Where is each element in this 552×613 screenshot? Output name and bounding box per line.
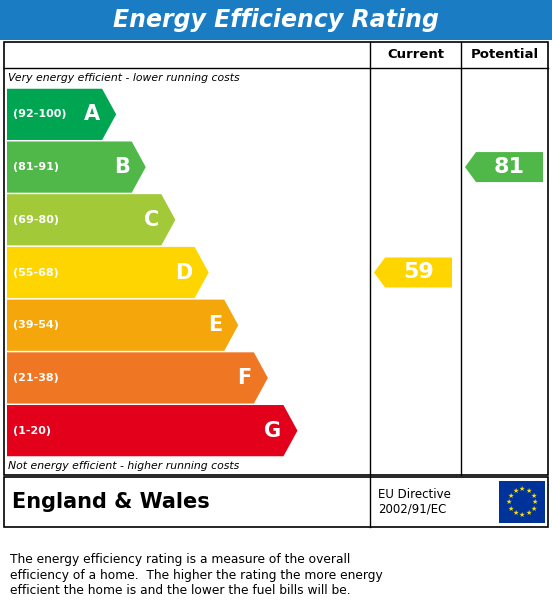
- Text: ★: ★: [530, 506, 537, 511]
- Text: (55-68): (55-68): [13, 267, 59, 278]
- Polygon shape: [7, 405, 298, 456]
- Text: England & Wales: England & Wales: [12, 492, 210, 512]
- Text: (21-38): (21-38): [13, 373, 59, 383]
- Text: D: D: [176, 262, 193, 283]
- Bar: [4, 477, 548, 527]
- Text: efficient the home is and the lower the fuel bills will be.: efficient the home is and the lower the …: [10, 585, 351, 598]
- Bar: [0, 0, 552, 40]
- Text: ★: ★: [519, 486, 525, 492]
- Polygon shape: [7, 142, 146, 192]
- Text: efficiency of a home.  The higher the rating the more energy: efficiency of a home. The higher the rat…: [10, 569, 383, 582]
- Text: A: A: [84, 104, 100, 124]
- Text: ★: ★: [532, 499, 538, 505]
- Text: C: C: [144, 210, 160, 230]
- Text: ★: ★: [526, 488, 532, 493]
- Text: Current: Current: [387, 48, 444, 61]
- Bar: [4, 42, 548, 475]
- Text: (1-20): (1-20): [13, 425, 51, 436]
- Polygon shape: [7, 194, 176, 245]
- Text: ★: ★: [512, 510, 519, 516]
- Text: Energy Efficiency Rating: Energy Efficiency Rating: [113, 8, 439, 32]
- Text: (69-80): (69-80): [13, 215, 59, 225]
- Polygon shape: [7, 300, 238, 351]
- Text: Potential: Potential: [471, 48, 539, 61]
- Polygon shape: [7, 89, 116, 140]
- Text: ★: ★: [512, 488, 519, 493]
- Text: ★: ★: [526, 510, 532, 516]
- Text: E: E: [208, 315, 222, 335]
- Bar: [499, 481, 545, 523]
- Text: B: B: [114, 157, 130, 177]
- Text: G: G: [264, 421, 282, 441]
- Text: ★: ★: [519, 512, 525, 518]
- Text: 59: 59: [403, 262, 434, 283]
- Text: 81: 81: [494, 157, 525, 177]
- Text: (81-91): (81-91): [13, 162, 59, 172]
- Polygon shape: [7, 247, 209, 298]
- Text: ★: ★: [506, 499, 512, 505]
- Text: ★: ★: [508, 506, 514, 511]
- Polygon shape: [374, 257, 452, 287]
- Polygon shape: [7, 352, 268, 403]
- Text: (92-100): (92-100): [13, 109, 66, 120]
- Text: F: F: [237, 368, 252, 388]
- Text: (39-54): (39-54): [13, 320, 59, 330]
- Text: EU Directive
2002/91/EC: EU Directive 2002/91/EC: [378, 488, 451, 516]
- Text: ★: ★: [508, 492, 514, 498]
- Text: ★: ★: [530, 492, 537, 498]
- Text: Very energy efficient - lower running costs: Very energy efficient - lower running co…: [8, 73, 240, 83]
- Text: Not energy efficient - higher running costs: Not energy efficient - higher running co…: [8, 461, 239, 471]
- Polygon shape: [465, 152, 543, 182]
- Text: The energy efficiency rating is a measure of the overall: The energy efficiency rating is a measur…: [10, 554, 351, 566]
